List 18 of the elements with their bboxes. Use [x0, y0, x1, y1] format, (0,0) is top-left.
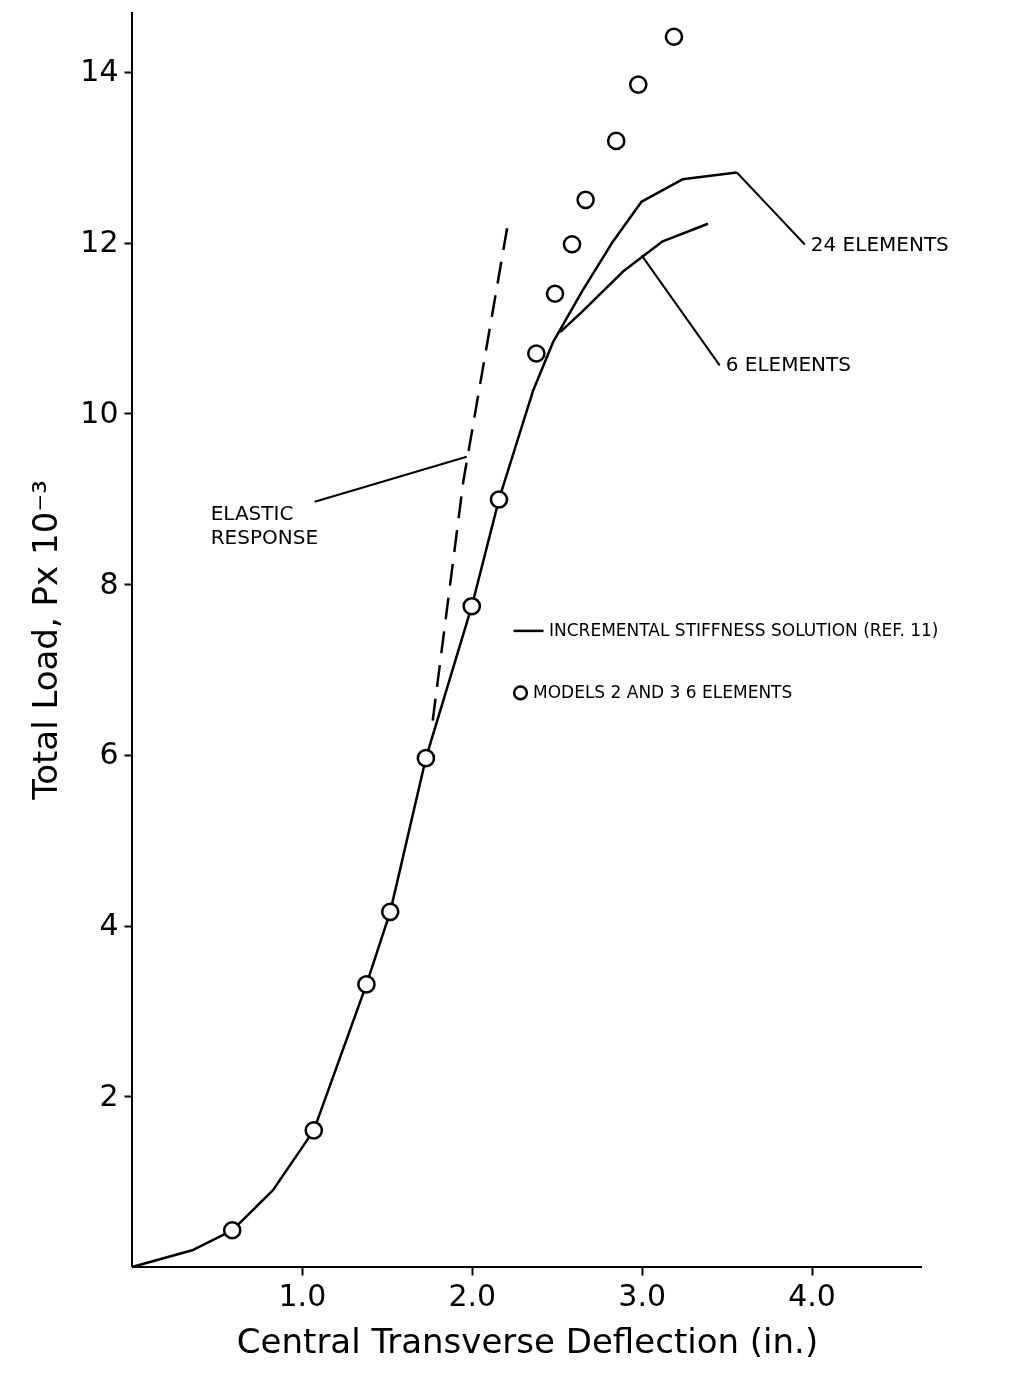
- annotation: ELASTIC RESPONSE: [210, 500, 319, 549]
- x-tick-label: 2.0: [448, 1277, 497, 1313]
- y-tick-label: 12: [80, 224, 119, 260]
- y-tick-label: 6: [99, 736, 119, 772]
- x-tick-label: 1.0: [278, 1277, 327, 1313]
- y-axis-title: Total Load, Px 10⁻³: [25, 480, 66, 801]
- y-tick-label: 14: [80, 53, 119, 89]
- x-tick-label: 4.0: [788, 1277, 836, 1313]
- y-tick-label: 2: [99, 1077, 119, 1113]
- y-tick-label: 8: [99, 565, 119, 601]
- annotation: 6 ELEMENTS: [725, 352, 851, 377]
- x-axis-title: Central Transverse Deflection (in.): [236, 1320, 819, 1361]
- annotation: 24 ELEMENTS: [810, 231, 949, 256]
- legend-label: MODELS 2 AND 3 6 ELEMENTS: [533, 681, 793, 702]
- legend-label: INCREMENTAL STIFFNESS SOLUTION (REF. 11): [549, 619, 939, 640]
- x-tick-label: 3.0: [618, 1277, 667, 1313]
- y-tick-label: 10: [80, 394, 119, 430]
- y-tick-label: 4: [99, 907, 119, 942]
